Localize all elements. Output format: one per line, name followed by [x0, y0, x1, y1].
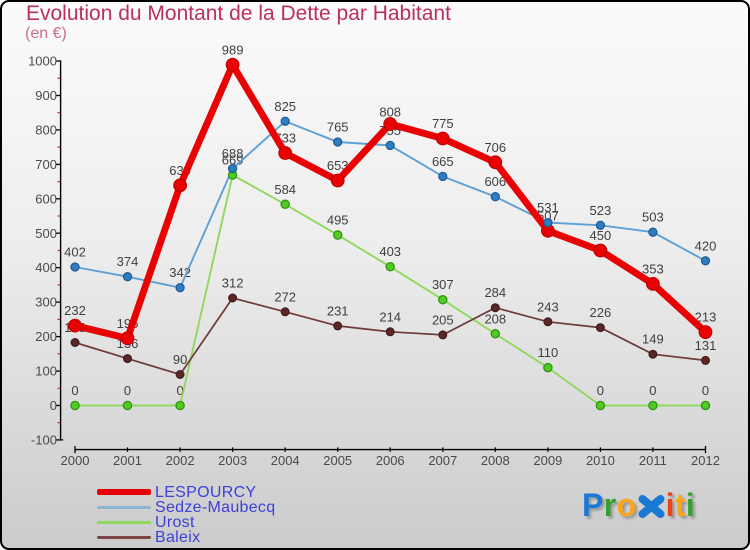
svg-text:0: 0	[71, 383, 78, 398]
svg-text:665: 665	[432, 154, 454, 169]
svg-text:450: 450	[590, 228, 612, 243]
svg-text:110: 110	[538, 345, 559, 360]
svg-text:2010: 2010	[586, 453, 615, 468]
svg-text:400: 400	[35, 260, 57, 275]
svg-text:503: 503	[642, 210, 664, 225]
svg-text:600: 600	[35, 191, 57, 206]
svg-text:2001: 2001	[113, 453, 142, 468]
svg-text:213: 213	[695, 310, 717, 325]
svg-text:226: 226	[590, 305, 612, 320]
svg-text:2000: 2000	[61, 453, 90, 468]
svg-text:900: 900	[35, 88, 57, 103]
svg-text:688: 688	[222, 146, 244, 161]
svg-text:-100: -100	[31, 432, 57, 447]
svg-text:495: 495	[327, 213, 349, 228]
svg-text:584: 584	[274, 182, 296, 197]
svg-text:200: 200	[35, 329, 57, 344]
svg-text:0: 0	[649, 383, 656, 398]
svg-text:2005: 2005	[323, 453, 352, 468]
svg-text:272: 272	[274, 289, 296, 304]
svg-text:775: 775	[432, 116, 454, 131]
svg-text:1000: 1000	[28, 54, 57, 69]
svg-text:374: 374	[117, 254, 139, 269]
svg-text:300: 300	[35, 295, 57, 310]
svg-text:403: 403	[379, 244, 401, 259]
svg-text:208: 208	[484, 311, 506, 326]
svg-text:402: 402	[64, 245, 86, 260]
svg-text:353: 353	[642, 261, 664, 276]
svg-text:765: 765	[327, 120, 349, 135]
svg-text:231: 231	[327, 303, 349, 318]
svg-text:0: 0	[702, 383, 709, 398]
svg-text:2004: 2004	[271, 453, 300, 468]
svg-text:606: 606	[484, 174, 506, 189]
svg-text:131: 131	[695, 338, 717, 353]
svg-text:2009: 2009	[533, 453, 562, 468]
svg-text:989: 989	[222, 42, 244, 57]
svg-text:2008: 2008	[481, 453, 510, 468]
svg-text:2007: 2007	[428, 453, 457, 468]
svg-text:2012: 2012	[691, 453, 720, 468]
svg-text:100: 100	[35, 364, 57, 379]
svg-text:284: 284	[484, 285, 506, 300]
svg-text:2006: 2006	[376, 453, 405, 468]
svg-text:2003: 2003	[218, 453, 247, 468]
svg-text:90: 90	[173, 352, 187, 367]
svg-text:243: 243	[537, 299, 559, 314]
svg-text:531: 531	[537, 200, 559, 215]
svg-text:2011: 2011	[639, 453, 667, 468]
svg-text:2002: 2002	[166, 453, 195, 468]
svg-text:205: 205	[432, 312, 454, 327]
svg-text:0: 0	[124, 383, 131, 398]
svg-text:0: 0	[176, 383, 183, 398]
svg-text:825: 825	[274, 99, 296, 114]
svg-text:800: 800	[35, 122, 57, 137]
svg-text:0: 0	[50, 398, 57, 413]
svg-text:523: 523	[590, 203, 612, 218]
svg-text:0: 0	[597, 383, 604, 398]
svg-text:149: 149	[642, 332, 664, 347]
svg-text:653: 653	[327, 158, 349, 173]
svg-text:232: 232	[64, 303, 86, 318]
svg-text:420: 420	[695, 238, 717, 253]
svg-text:706: 706	[484, 140, 506, 155]
svg-text:214: 214	[379, 309, 401, 324]
svg-text:700: 700	[35, 157, 57, 172]
svg-text:808: 808	[379, 105, 401, 120]
svg-text:312: 312	[222, 276, 244, 291]
svg-text:500: 500	[35, 226, 57, 241]
svg-text:307: 307	[432, 277, 454, 292]
